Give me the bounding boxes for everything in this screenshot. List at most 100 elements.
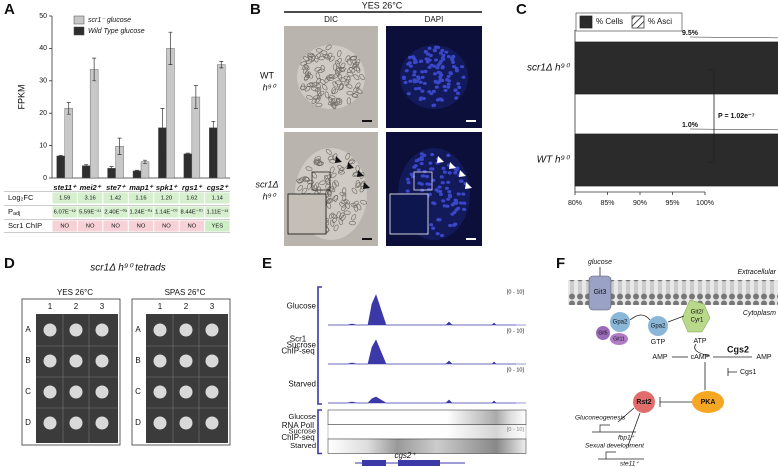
legend-frame [575,12,683,32]
colony [153,323,167,337]
colony [69,354,83,368]
cell [425,174,430,179]
y-tick-label: 50 [39,13,47,20]
colony [43,323,57,337]
cell [404,69,409,73]
error-bar [135,169,139,172]
colony [153,416,167,430]
table-cell-text: 6.07E⁻¹² [54,210,76,216]
cell [332,181,337,189]
inset [287,193,327,235]
arrow [629,314,651,321]
cell [338,83,344,91]
cell [443,88,448,93]
cell [410,175,415,179]
cell [315,72,321,80]
arrowhead [357,170,364,177]
table-cell [154,206,179,218]
gtp: GTP [651,339,666,346]
cell [444,50,449,54]
row-label: Log₂FC [8,193,34,202]
cell [440,56,445,60]
cell [420,89,425,93]
cell [427,65,432,69]
cell [406,181,411,185]
arrow [694,343,711,357]
cell [435,66,440,70]
cell [336,211,341,219]
cell [319,180,327,185]
cell [356,203,362,211]
cell [445,204,450,208]
cell [439,175,444,179]
row-label: D [25,418,31,427]
panel-b: YES 26°C DIC DAPI WT h⁹⁰ scr1Δ h⁹⁰ [255,0,482,246]
cell [316,82,321,90]
table-cell [128,192,154,204]
colony [69,385,83,399]
cell [331,98,336,106]
cell [462,201,467,205]
cell [403,80,408,85]
cell [444,186,449,190]
table-cell-text: 3.16 [84,196,95,202]
gpa2-active: Gpa2 [651,324,666,330]
arrow [667,315,685,323]
colony [95,416,109,430]
inset-box [413,171,433,191]
cell [431,178,436,182]
cell [460,65,465,69]
column-label: 1 [48,302,53,311]
row-label: D [135,418,141,427]
cell [428,161,433,165]
cell [310,54,316,62]
group-label: ChIP-seq [281,347,314,356]
table-cell [77,192,103,204]
colony [153,385,167,399]
cell [438,97,443,101]
table-cell [77,220,103,232]
y-tick-label: WT h⁹⁰ [537,155,571,166]
cgs1: Cgs1 [740,369,756,376]
group-label: RNA PolI [282,421,314,430]
camp: cAMP [691,354,710,361]
column-label: 2 [74,302,79,311]
cell [446,180,451,184]
signal [327,409,527,425]
cell [333,224,339,232]
glucose: glucose [588,259,612,266]
cell [446,197,451,201]
table-cell-text: NO [162,224,171,230]
cell [459,201,464,205]
track-label: Starved [288,380,316,389]
error-bar [160,107,165,148]
y-tick-label: 20 [39,110,47,117]
cell [306,179,314,185]
gpa2 [610,312,630,332]
promoter [598,451,644,460]
cell [432,48,437,52]
cell [412,60,417,65]
signal [328,294,516,326]
cell [346,71,354,77]
table-cell-text: 1.24E⁻⁰⁴ [129,209,153,216]
colony [179,385,193,399]
bracket [317,286,322,405]
cell [438,189,443,194]
error-bar [92,57,97,82]
x-tick-label: spk1⁺ [156,183,178,192]
colony [179,416,193,430]
cell [303,56,310,62]
table-cell-text: 2.40E⁻⁰³ [104,209,127,216]
cell [440,78,445,83]
cell [453,88,458,92]
table-cell [205,220,230,232]
ste11: ste11⁺ [620,461,639,467]
bar [56,155,65,179]
bar [191,96,201,179]
cell [457,85,462,89]
cell [436,218,441,222]
cell [348,67,356,73]
promoter [592,424,636,433]
table-cell-text: 1.62 [186,196,197,202]
